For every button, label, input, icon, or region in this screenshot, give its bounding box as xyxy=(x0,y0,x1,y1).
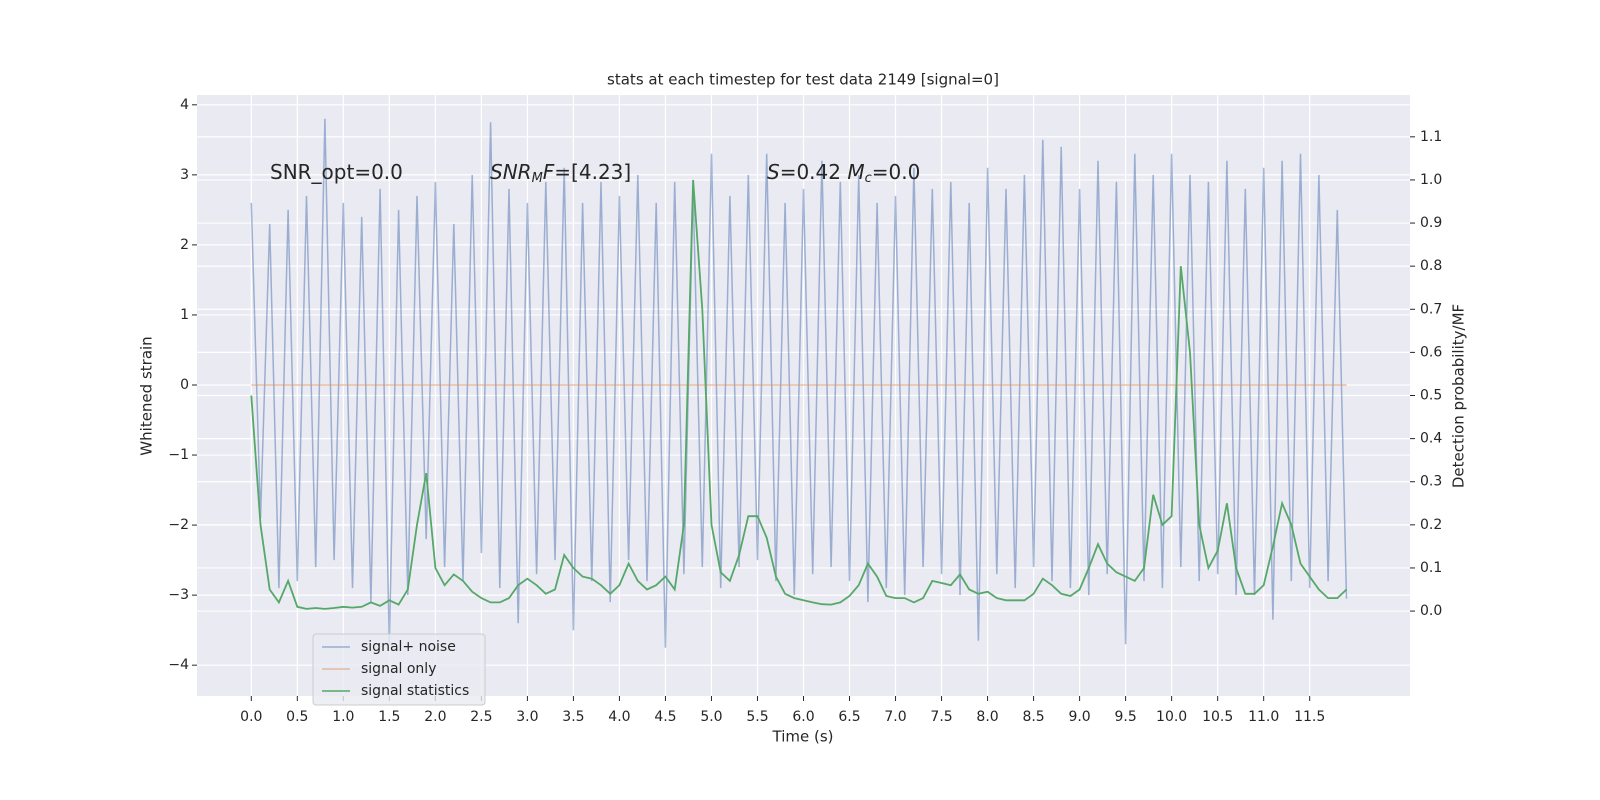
y2-tick-label: 0.2 xyxy=(1420,517,1442,533)
y-tick-label: 1 xyxy=(180,307,189,323)
x-tick-label: 4.5 xyxy=(654,709,676,725)
x-tick-label: 4.0 xyxy=(608,709,630,725)
y-tick-label: 3 xyxy=(180,167,189,183)
annotation: S=0.42 Mc=0.0 xyxy=(767,160,920,186)
series-line xyxy=(250,179,1348,610)
annotation: SNR_opt=0.0 xyxy=(270,160,403,184)
x-tick-label: 1.5 xyxy=(378,709,400,725)
y2-tick-label: 0.0 xyxy=(1420,603,1442,619)
y-axis-label: Whitened strain xyxy=(138,336,156,455)
legend-label: signal statistics xyxy=(361,683,469,699)
y-tick-label: −3 xyxy=(168,587,189,603)
y2-tick-label: 0.8 xyxy=(1420,258,1442,274)
y2-tick-label: 0.4 xyxy=(1420,431,1442,447)
y2-tick-label: 1.1 xyxy=(1420,129,1442,145)
x-tick-label: 1.0 xyxy=(332,709,354,725)
annotation-part: SNR xyxy=(490,160,532,184)
x-tick-label: 10.5 xyxy=(1202,709,1233,725)
x-axis-label: Time (s) xyxy=(772,728,834,746)
x-tick-label: 0.5 xyxy=(286,709,308,725)
annotation-part: =[4.23] xyxy=(554,160,631,184)
annotation: SNRMF=[4.23] xyxy=(490,160,631,186)
annotation-part: M xyxy=(532,171,543,186)
y-tick-label: −4 xyxy=(168,657,189,673)
y-tick-label: −2 xyxy=(168,517,189,533)
legend-label: signal+ noise xyxy=(361,639,456,655)
x-tick-label: 9.5 xyxy=(1114,709,1136,725)
x-tick-label: 5.0 xyxy=(700,709,722,725)
x-tick-label: 2.5 xyxy=(470,709,492,725)
series-line xyxy=(250,118,1348,648)
y2-tick-label: 0.9 xyxy=(1420,215,1442,231)
y2-tick-label: 0.1 xyxy=(1420,560,1442,576)
annotation-part: c xyxy=(865,171,872,186)
x-tick-label: 6.5 xyxy=(838,709,860,725)
y-tick-label: 0 xyxy=(180,377,189,393)
y2-tick-label: 0.6 xyxy=(1420,344,1442,360)
y2-tick-label: 0.7 xyxy=(1420,301,1442,317)
y2-tick-label: 0.5 xyxy=(1420,388,1442,404)
x-tick-label: 11.0 xyxy=(1248,709,1279,725)
x-tick-label: 2.0 xyxy=(424,709,446,725)
x-tick-label: 8.0 xyxy=(976,709,998,725)
chart-title: stats at each timestep for test data 214… xyxy=(607,71,999,89)
annotation-part: F xyxy=(543,160,555,184)
annotation-part: SNR_opt=0.0 xyxy=(270,160,403,184)
annotation-part: S xyxy=(767,160,780,184)
x-tick-label: 5.5 xyxy=(746,709,768,725)
y-tick-label: 4 xyxy=(180,97,189,113)
annotation-part: =0.0 xyxy=(872,160,921,184)
x-tick-label: 8.5 xyxy=(1022,709,1044,725)
x-tick-label: 0.0 xyxy=(240,709,262,725)
y2-tick-label: 1.0 xyxy=(1420,172,1442,188)
legend-box xyxy=(312,633,486,706)
x-tick-label: 11.5 xyxy=(1294,709,1325,725)
x-tick-label: 7.0 xyxy=(884,709,906,725)
y2-tick-label: 0.3 xyxy=(1420,474,1442,490)
y2-axis-label: Detection probability/MF xyxy=(1450,304,1468,488)
annotation-part: M xyxy=(847,160,864,184)
x-tick-label: 3.0 xyxy=(516,709,538,725)
y-tick-label: −1 xyxy=(168,447,189,463)
x-tick-label: 7.5 xyxy=(930,709,952,725)
legend-label: signal only xyxy=(361,661,436,677)
x-tick-label: 3.5 xyxy=(562,709,584,725)
y-tick-label: 2 xyxy=(180,237,189,253)
annotation-part: =0.42 xyxy=(780,160,848,184)
x-tick-label: 6.0 xyxy=(792,709,814,725)
x-tick-label: 9.0 xyxy=(1068,709,1090,725)
x-tick-label: 10.0 xyxy=(1156,709,1187,725)
